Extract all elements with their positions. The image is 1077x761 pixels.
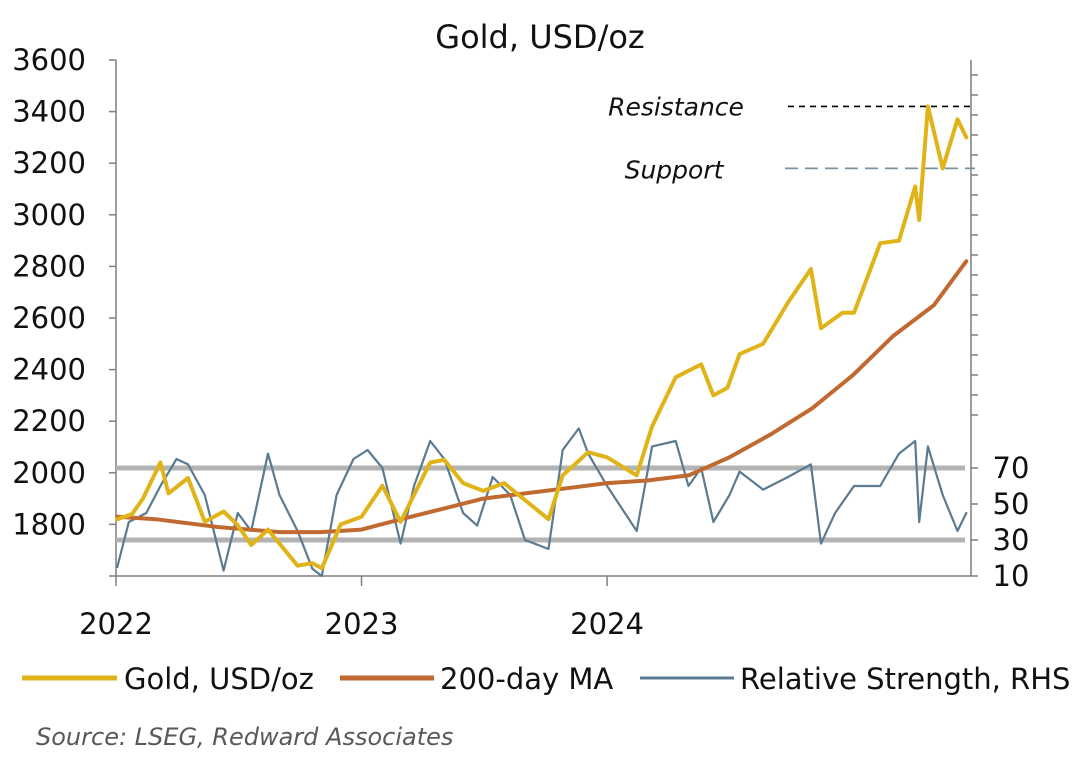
- annotation-layer: Resistance Support: [608, 92, 975, 184]
- legend-label-gold: Gold, USD/oz: [124, 662, 314, 696]
- left-tick-label: 2200: [12, 404, 86, 438]
- right-tick-label: 30: [993, 523, 1030, 557]
- left-tick-label: 3200: [12, 146, 86, 180]
- x-tick-label: 2022: [79, 607, 153, 641]
- x-tick-label: 2024: [570, 607, 644, 641]
- left-tick-label: 2400: [12, 353, 86, 387]
- right-tick-label: 50: [993, 487, 1030, 521]
- series-line-relative-strength-rhs: [116, 427, 968, 578]
- left-tick-label: 2800: [12, 249, 86, 283]
- left-y-axis: 1800 2000 2200 2400 2600 2800 3000 3200 3400 3600: [12, 43, 117, 577]
- series-line-200-day-ma: [115, 259, 969, 535]
- legend-label-ma: 200-day MA: [440, 662, 613, 696]
- left-tick-label: 3600: [12, 43, 86, 77]
- left-tick-label: 2000: [12, 456, 86, 490]
- left-tick-label: 2600: [12, 301, 86, 335]
- left-tick-label: 3000: [12, 198, 86, 232]
- support-label: Support: [625, 155, 725, 184]
- series-line-gold-usd-oz: [115, 104, 969, 571]
- resistance-label: Resistance: [608, 92, 744, 121]
- series-layer: [115, 104, 969, 578]
- legend-label-rsi: Relative Strength, RHS: [740, 662, 1070, 696]
- right-tick-label: 70: [993, 451, 1030, 485]
- right-tick-label: 10: [993, 559, 1030, 593]
- left-tick-label: 3400: [12, 95, 86, 129]
- legend: Gold, USD/oz 200-day MA Relative Strengt…: [22, 662, 1070, 696]
- x-axis: 2022 2023 2024: [79, 575, 971, 641]
- left-tick-label: 1800: [12, 507, 86, 541]
- x-tick-label: 2023: [325, 607, 399, 641]
- source-note: Source: LSEG, Redward Associates: [36, 723, 453, 751]
- chart-title: Gold, USD/oz: [435, 18, 644, 56]
